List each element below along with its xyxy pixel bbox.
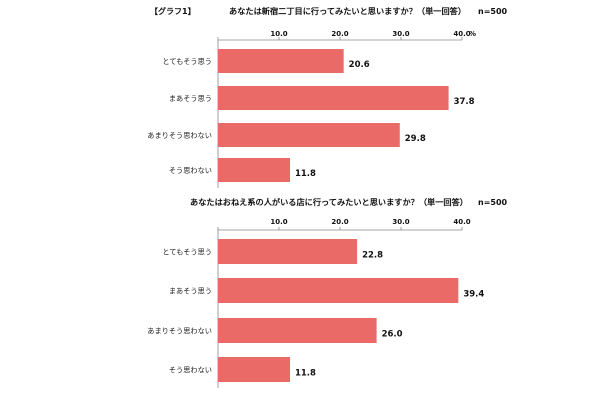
chart-1-value-label: 37.8 <box>454 97 475 107</box>
chart-1-tick-label: 40.0 <box>453 30 470 38</box>
chart-2-bar <box>218 318 377 343</box>
chart-1-category-label: そう思わない <box>169 166 212 175</box>
chart-2-tick-label: 20.0 <box>331 218 348 226</box>
chart-1-title: あなたは新宿二丁目に行ってみたいと思いますか？（単一回答） <box>229 6 466 16</box>
chart-1-tick-label: 10.0 <box>270 30 287 38</box>
chart-2-title: あなたはおねえ系の人がいる店に行ってみたいと思いますか？（単一回答） <box>190 197 468 207</box>
chart-1-value-label: 20.6 <box>349 60 370 70</box>
chart-2-category-label: そう思わない <box>169 366 212 375</box>
chart-2-bar <box>218 239 358 264</box>
chart-2-sample-size: n=500 <box>478 198 508 207</box>
chart-1-tick-label: 30.0 <box>392 30 409 38</box>
chart-1-tick-label: 20.0 <box>331 30 348 38</box>
chart-1-bar <box>218 49 344 73</box>
chart-1-bar <box>218 158 290 182</box>
chart-2-value-label: 39.4 <box>463 290 484 300</box>
chart-2-bar <box>218 357 290 382</box>
chart-2-tick-label: 10.0 <box>270 218 287 226</box>
chart-1-unit-label: % <box>469 30 476 38</box>
chart-1-category-label: まあそう思う <box>169 94 212 103</box>
chart-2-bar <box>218 278 459 303</box>
chart-1-value-label: 29.8 <box>405 134 426 144</box>
chart-2-category-label: とてもそう思う <box>162 248 212 257</box>
chart-2-value-label: 11.8 <box>295 369 316 379</box>
chart-1-bar <box>218 86 449 110</box>
chart-1-value-label: 11.8 <box>295 169 316 179</box>
chart-1-category-label: とてもそう思う <box>162 57 212 66</box>
chart-1-bar <box>218 123 400 147</box>
chart-2-category-label: あまりそう思わない <box>147 327 212 336</box>
chart-2-tick-label: 30.0 <box>392 218 409 226</box>
chart-2-tick-label: 40.0 <box>453 218 470 226</box>
chart-1-category-label: あまりそう思わない <box>147 131 212 140</box>
figure-label: 【グラフ1】 <box>150 6 196 16</box>
chart-1-sample-size: n=500 <box>478 7 508 16</box>
chart-2-category-label: まあそう思う <box>169 287 212 296</box>
chart-2-value-label: 26.0 <box>382 330 403 340</box>
chart-2-value-label: 22.8 <box>362 251 383 261</box>
